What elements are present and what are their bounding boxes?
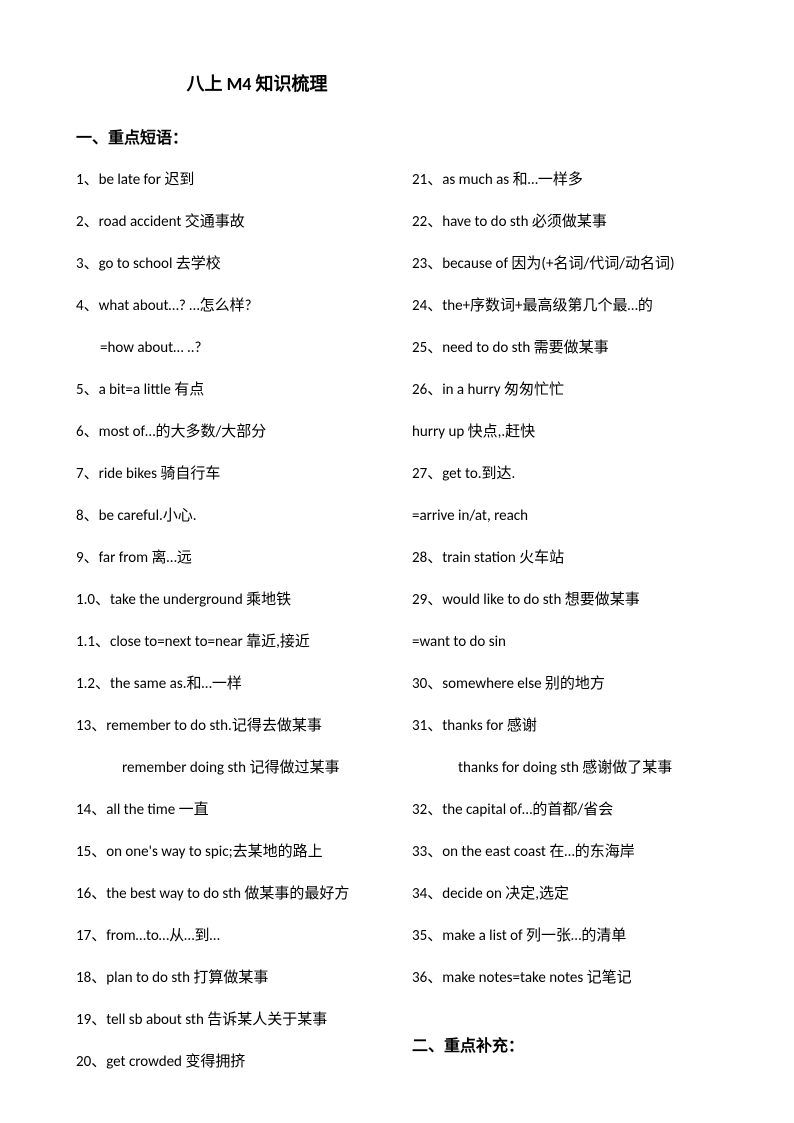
vocab-item: 1.0、take the underground 乘地铁 xyxy=(76,590,382,611)
vocab-item: 27、get to.到达. xyxy=(412,464,718,485)
vocab-item: 9、far from 离…远 xyxy=(76,548,382,569)
vocab-item: 30、somewhere else 别的地方 xyxy=(412,674,718,695)
vocab-item: 35、make a list of 列一张…的清单 xyxy=(412,926,718,947)
vocab-item: 26、in a hurry 匆匆忙忙 xyxy=(412,380,718,401)
vocab-item: 19、tell sb about sth 告诉某人关于某事 xyxy=(76,1010,382,1031)
vocab-item: 5、a bit=a little 有点 xyxy=(76,380,382,401)
vocab-item: 28、train station 火车站 xyxy=(412,548,718,569)
page-title: 八上 M4 知识梳理 xyxy=(76,70,718,96)
vocab-item: thanks for doing sth 感谢做了某事 xyxy=(412,758,718,779)
vocab-item: 23、because of 因为(+名词/代词/动名词) xyxy=(412,254,718,275)
vocab-item: 17、from…to…从…到… xyxy=(76,926,382,947)
vocab-item: 22、have to do sth 必须做某事 xyxy=(412,212,718,233)
two-column-layout: 1、be late for 迟到 2、road accident 交通事故 3、go… xyxy=(76,170,718,1094)
vocab-item: 4、what about…? …怎么样? xyxy=(76,296,382,317)
section-header-2: 二、重点补充： xyxy=(412,1032,718,1056)
vocab-item: 32、the capital of…的首都/省会 xyxy=(412,800,718,821)
right-column: 21、as much as 和…一样多 22、have to do sth 必须做… xyxy=(412,170,718,1094)
vocab-item: 14、all the time 一直 xyxy=(76,800,382,821)
vocab-item: =want to do sin xyxy=(412,632,718,653)
vocab-item: 36、make notes=take notes 记笔记 xyxy=(412,968,718,989)
vocab-item: 33、on the east coast 在…的东海岸 xyxy=(412,842,718,863)
vocab-item: 7、ride bikes 骑自行车 xyxy=(76,464,382,485)
vocab-item: remember doing sth 记得做过某事 xyxy=(76,758,382,779)
vocab-item: 3、go to school 去学校 xyxy=(76,254,382,275)
vocab-item: 1.1、close to=next to=near 靠近,接近 xyxy=(76,632,382,653)
left-column: 1、be late for 迟到 2、road accident 交通事故 3、go… xyxy=(76,170,382,1094)
vocab-item: 34、decide on 决定,选定 xyxy=(412,884,718,905)
vocab-item: hurry up 快点,.赶快 xyxy=(412,422,718,443)
vocab-item: 29、would like to do sth 想要做某事 xyxy=(412,590,718,611)
vocab-item: 15、on one's way to spic;去某地的路上 xyxy=(76,842,382,863)
vocab-item: 31、thanks for 感谢 xyxy=(412,716,718,737)
vocab-item: 20、get crowded 变得拥挤 xyxy=(76,1052,382,1073)
section-header-1: 一、重点短语： xyxy=(76,124,718,148)
vocab-item: 21、as much as 和…一样多 xyxy=(412,170,718,191)
vocab-item: 1.2、the same as.和…一样 xyxy=(76,674,382,695)
vocab-item: 25、need to do sth 需要做某事 xyxy=(412,338,718,359)
vocab-item: 16、the best way to do sth 做某事的最好方 xyxy=(76,884,382,905)
vocab-item: 2、road accident 交通事故 xyxy=(76,212,382,233)
vocab-item: 18、plan to do sth 打算做某事 xyxy=(76,968,382,989)
vocab-item: 6、most of…的大多数/大部分 xyxy=(76,422,382,443)
vocab-item: 13、remember to do sth.记得去做某事 xyxy=(76,716,382,737)
vocab-item: 8、be careful.小心. xyxy=(76,506,382,527)
vocab-item: 24、the+序数词+最高级第几个最…的 xyxy=(412,296,718,317)
vocab-item: 1、be late for 迟到 xyxy=(76,170,382,191)
vocab-item: =how about… ..? xyxy=(76,338,382,359)
vocab-item: =arrive in/at, reach xyxy=(412,506,718,527)
